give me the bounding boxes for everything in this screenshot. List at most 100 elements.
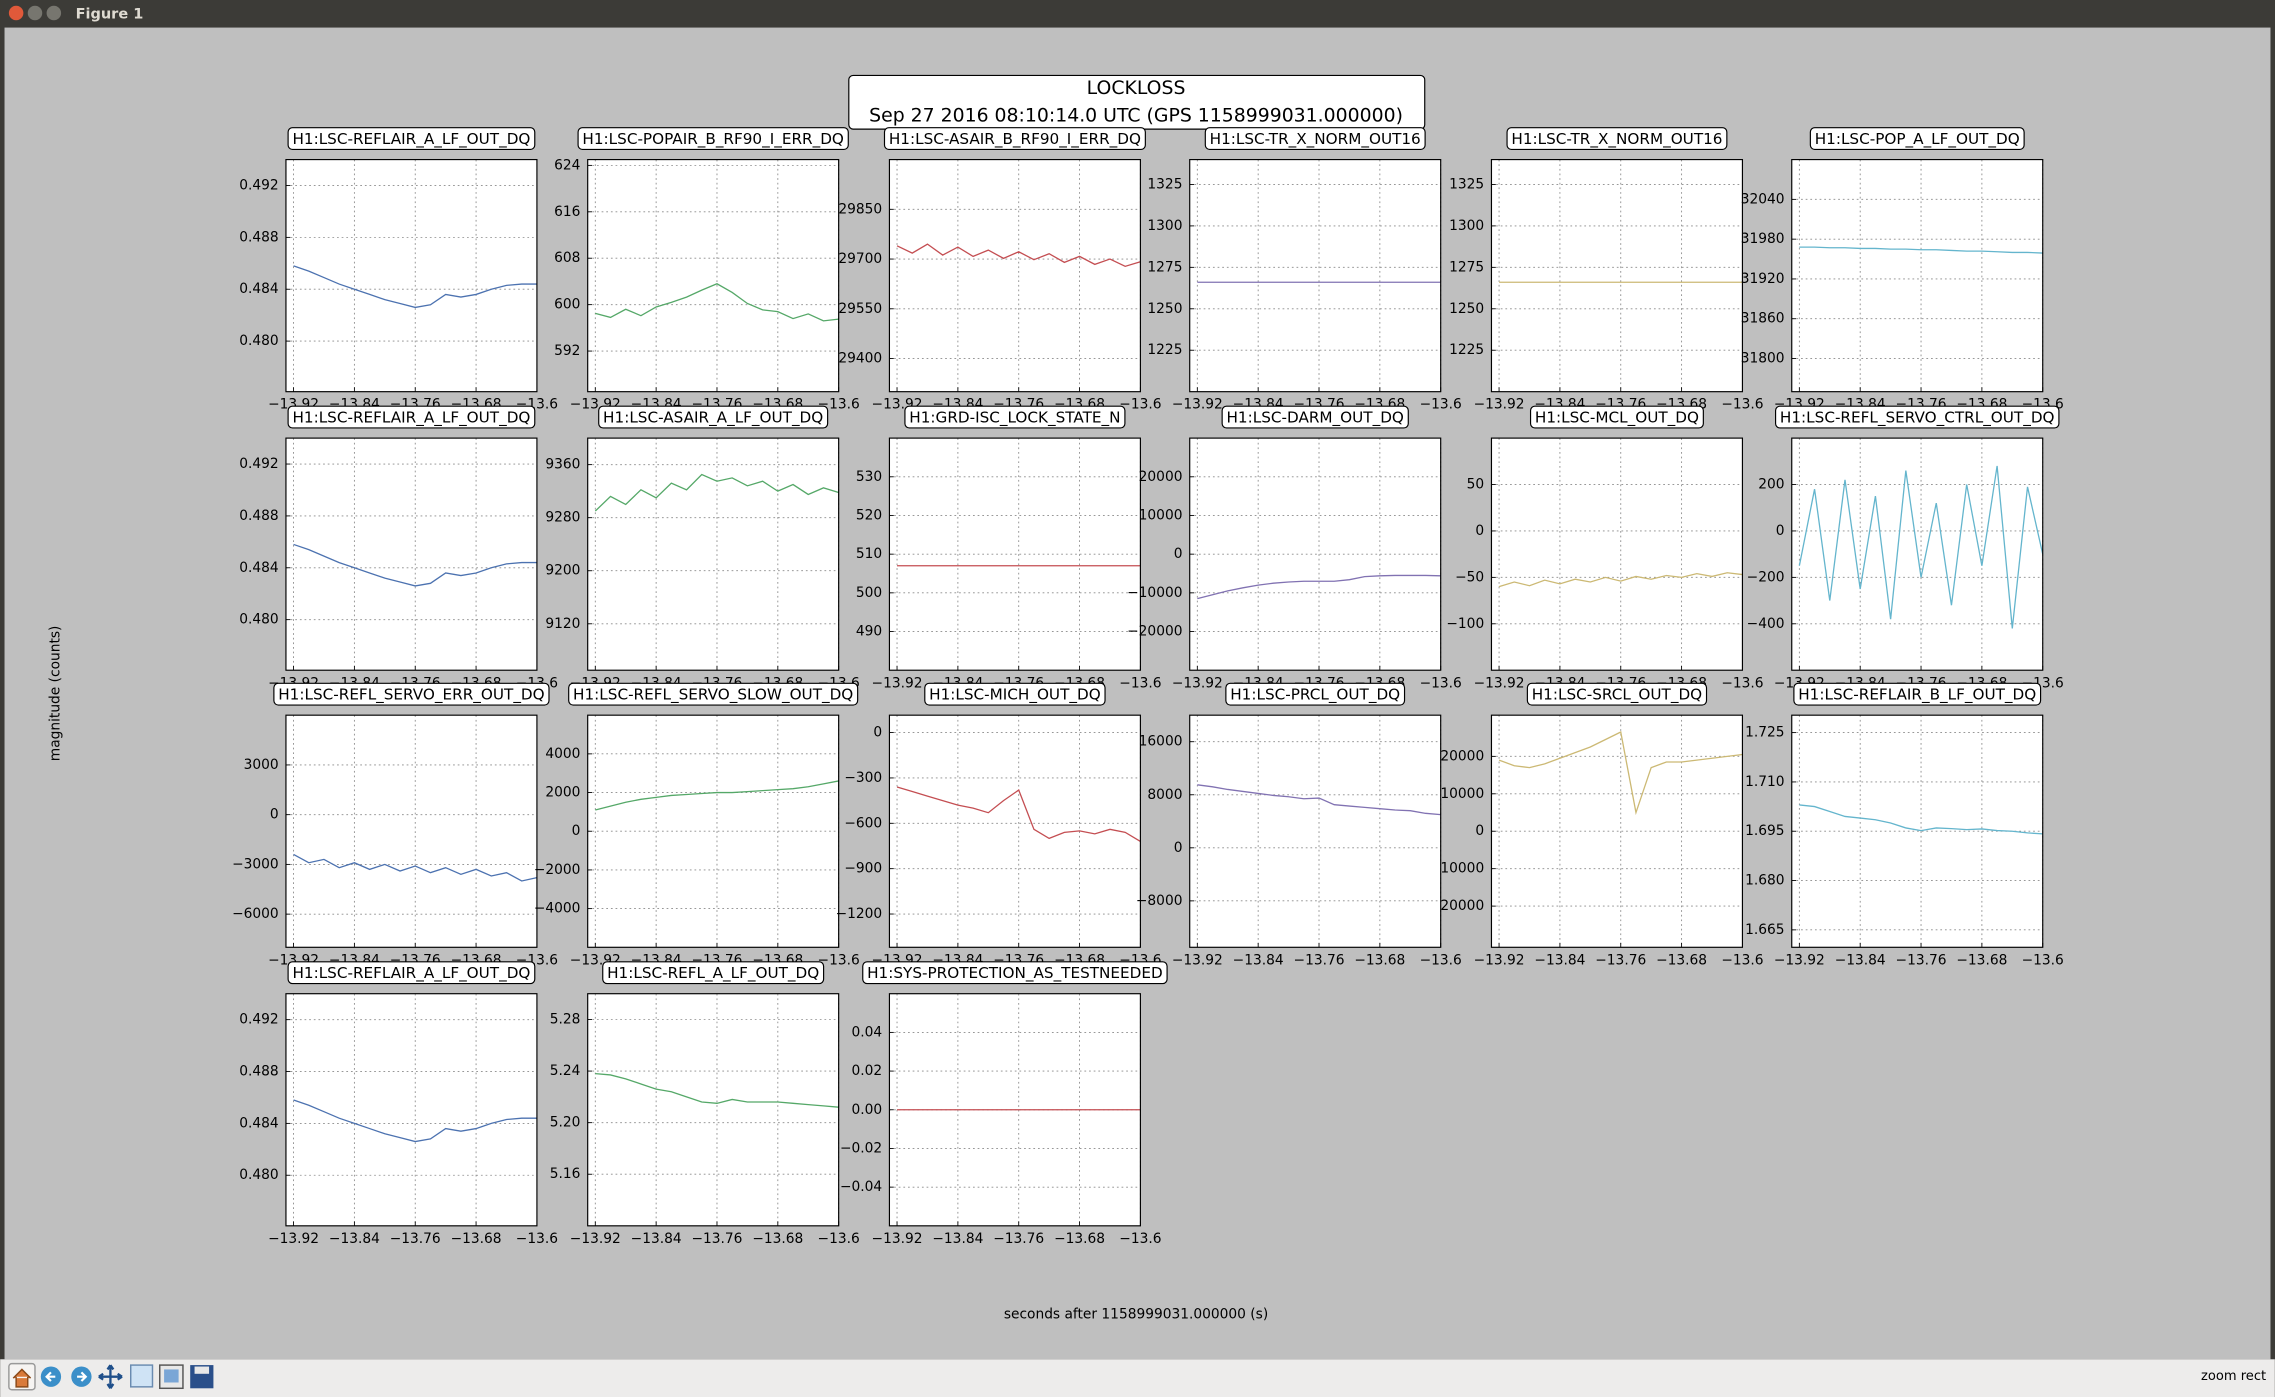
x-tick-label: −13.68 (1054, 1231, 1105, 1247)
y-tick-label: 5.28 (550, 1012, 581, 1028)
x-tick-label: −13.76 (1595, 952, 1646, 968)
y-tick-label: −4000 (534, 901, 581, 917)
y-tick-label: 20000 (1139, 469, 1183, 485)
data-line (1799, 804, 2043, 835)
subplot: −13.92 −13.84 −13.76 −13.68 −13.60−300−600−9… (836, 682, 1161, 968)
subplot-title: H1:LSC-MICH_OUT_DQ (929, 685, 1101, 704)
x-tick-label: −13.6 (2022, 952, 2064, 968)
subplot: −13.92 −13.84 −13.76 −13.68 −13.613251300127… (1147, 127, 1462, 413)
axes-frame (587, 437, 840, 671)
y-tick-label: 1.665 (1745, 922, 1784, 938)
y-tick-label: 0.492 (239, 456, 278, 472)
subplot: −13.92−13.84−13.76−13.68−13.620000100000… (1127, 405, 1462, 691)
subplot-title: H1:LSC-REFL_SERVO_SLOW_OUT_DQ (573, 685, 853, 704)
y-tick-label: −10000 (1127, 585, 1182, 601)
x-tick-label: −13.84 (1534, 952, 1585, 968)
y-tick-label: 616 (554, 204, 580, 220)
y-tick-label: −3000 (232, 856, 279, 872)
y-tick-label: 1275 (1449, 259, 1484, 275)
axes-frame (888, 158, 1141, 393)
axes-frame (285, 437, 538, 671)
y-tick-label: 1.695 (1745, 823, 1784, 839)
y-tick-label: 592 (554, 343, 580, 359)
axes-frame (1791, 437, 2044, 671)
y-tick-label: 29850 (838, 201, 882, 217)
subplot-title-box (287, 961, 536, 985)
y-axis-label: magnitude (counts) (47, 626, 63, 762)
axes-frame (587, 158, 840, 393)
data-line (595, 1073, 839, 1108)
subplot-title-box (568, 682, 859, 706)
axes-background (587, 438, 839, 671)
x-tick-label: −13.6 (1119, 397, 1161, 413)
y-tick-label: 31860 (1741, 311, 1785, 327)
y-tick-label: 5.16 (550, 1166, 581, 1182)
data-line (293, 265, 537, 309)
axes-background (1791, 159, 2043, 392)
y-tick-label: 29400 (838, 351, 882, 367)
subplot-title-box (1225, 682, 1406, 706)
axes-frame (285, 714, 538, 948)
maximize-button[interactable] (46, 5, 62, 21)
y-tick-label: 624 (554, 157, 580, 173)
x-tick-label: −13.92 (1172, 675, 1223, 691)
x-tick-label: −13.76 (993, 1231, 1044, 1247)
x-tick-label: −13.68 (1956, 952, 2007, 968)
subplot-title-box (1529, 405, 1704, 429)
data-line (896, 243, 1141, 268)
subplot-title-box (273, 682, 550, 706)
data-line (1798, 465, 2044, 629)
subplot: −13.92 −13.84 −13.76 −13.68 −13.6 0.492 0.488 0… (239, 961, 558, 1247)
y-tick-label: 0 (1475, 823, 1484, 839)
close-button[interactable] (8, 5, 24, 21)
subplot-title-box (287, 127, 536, 150)
toolbar (0, 1359, 2275, 1397)
subplots-icon (164, 1369, 179, 1383)
y-tick-label: 0.02 (852, 1063, 883, 1079)
y-tick-label: 1325 (1449, 176, 1484, 192)
y-tick-label: 0.484 (239, 1115, 278, 1131)
y-tick-label: −1200 (836, 906, 883, 922)
window-title: Figure 1 (76, 7, 144, 23)
axes-background (1491, 159, 1743, 392)
subplot-title: H1:LSC-DARM_OUT_DQ (1226, 408, 1403, 427)
y-tick-label: 29550 (838, 301, 882, 317)
subplot-title-box (883, 127, 1146, 150)
data-line (594, 473, 839, 512)
subplot-title-box (602, 961, 825, 985)
subplot-title: H1:LSC-REFL_SERVO_ERR_OUT_DQ (278, 685, 544, 704)
axes-frame (1490, 437, 1744, 671)
axes-frame (1490, 158, 1744, 393)
x-tick-label: −13.92 (1474, 952, 1525, 968)
data-line (595, 780, 839, 811)
x-tick-label: −13.68 (451, 1231, 502, 1247)
subplot-title-box (862, 961, 1168, 985)
data-line (1498, 572, 1743, 588)
axes-frame (1189, 437, 1442, 671)
x-tick-label: −13.6 (1721, 675, 1763, 691)
subplot-title-box (287, 405, 536, 429)
subplot-title: H1:LSC-REFL_A_LF_OUT_DQ (607, 964, 819, 983)
subplot: −13.92 −13.84 −13.76 −13.68 −13.6 16000 8000 0 −… (1136, 682, 1462, 968)
y-tick-label: 510 (856, 546, 882, 562)
subplot-title-box (924, 682, 1106, 706)
y-tick-label: 0 (1174, 840, 1183, 856)
y-tick-label: 0.492 (239, 178, 278, 194)
x-tick-label: −13.84 (1835, 952, 1886, 968)
y-tick-label: 9120 (545, 616, 580, 632)
y-tick-label: 1275 (1147, 259, 1182, 275)
zoom-button[interactable] (130, 1364, 154, 1388)
x-tick-label: −13.6 (1721, 952, 1763, 968)
axes-background (285, 993, 537, 1226)
y-tick-label: 20000 (1440, 748, 1484, 764)
pan-button[interactable] (98, 1364, 123, 1389)
x-tick-label: −13.6 (1420, 952, 1462, 968)
y-tick-label: 520 (856, 507, 882, 523)
x-tick-label: −13.6 (1420, 397, 1462, 413)
subplot-title: H1:LSC-MCL_OUT_DQ (1535, 408, 1699, 427)
minimize-button[interactable] (27, 5, 43, 21)
y-tick-label: 0.480 (239, 612, 278, 628)
x-tick-label: −13.6 (1721, 397, 1763, 413)
y-tick-label: −300 (844, 770, 882, 786)
